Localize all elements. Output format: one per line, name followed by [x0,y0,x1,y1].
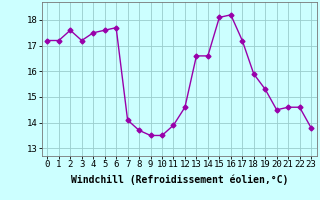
X-axis label: Windchill (Refroidissement éolien,°C): Windchill (Refroidissement éolien,°C) [70,175,288,185]
